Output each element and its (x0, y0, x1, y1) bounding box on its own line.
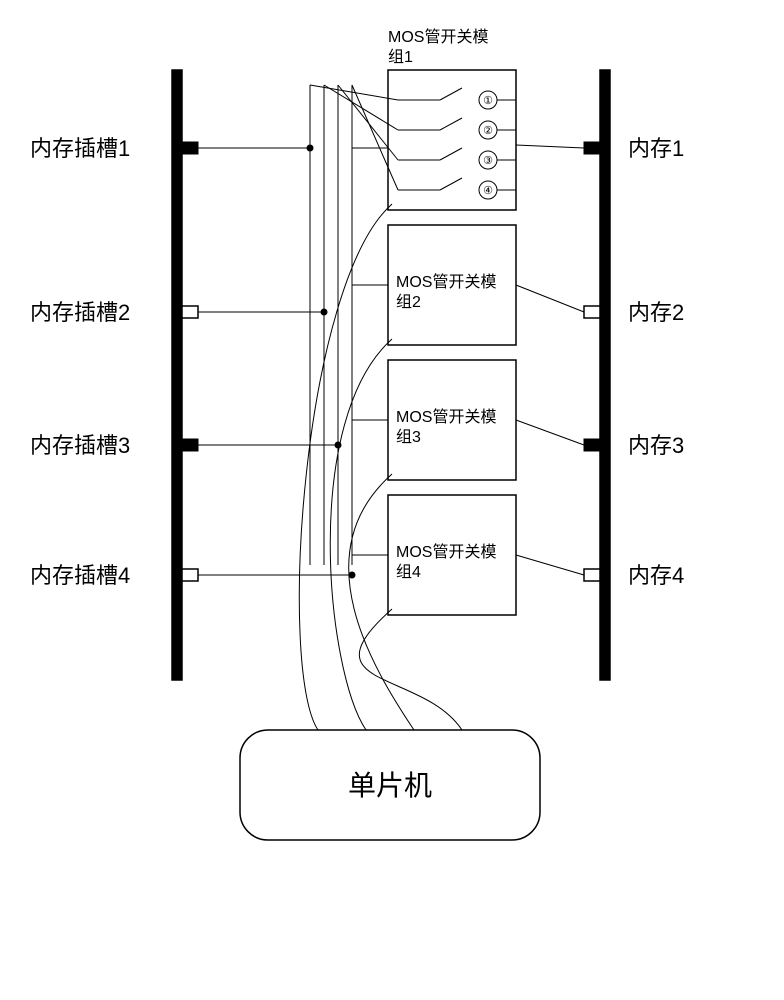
bus-2-to-switch2 (324, 85, 398, 130)
module2-title-line1: MOS管开关模 (396, 273, 496, 291)
bus-1-to-switch1 (310, 85, 398, 100)
switch-3-arm (440, 148, 462, 160)
wire-mod4-to-mem4 (516, 555, 584, 575)
module1-title-line1: MOS管开关模 (388, 28, 488, 46)
switch-3-num: ③ (483, 155, 493, 167)
slot-label-2: 内存插槽2 (30, 300, 130, 325)
module3-title-line2: 组3 (396, 428, 421, 446)
mem-label-3: 内存3 (628, 433, 684, 458)
module1-title-line2: 组1 (388, 48, 413, 66)
slot-connector-left-1 (182, 142, 198, 154)
switch-1-arm (440, 88, 462, 100)
switch-4-arm (440, 178, 462, 190)
ctrl-wire-mod1-to-mcu (299, 204, 392, 730)
wire-mod2-to-mem2 (516, 285, 584, 312)
wire-mod1-to-mem1 (516, 145, 584, 148)
module3-title-line1: MOS管开关模 (396, 408, 496, 426)
ctrl-wire-mod2-to-mcu (330, 339, 392, 730)
slot-connector-left-4 (182, 569, 198, 581)
left-slot-rail (172, 70, 182, 680)
slot-label-1: 内存插槽1 (30, 136, 130, 161)
mem-label-1: 内存1 (628, 136, 684, 161)
switch-2-num: ② (483, 125, 493, 137)
switch-2-arm (440, 118, 462, 130)
module2-title-line2: 组2 (396, 293, 421, 311)
slot-connector-left-2 (182, 306, 198, 318)
junction-slot4 (349, 572, 356, 579)
ctrl-wire-mod3-to-mcu (349, 474, 414, 730)
wire-mod3-to-mem3 (516, 420, 584, 445)
ctrl-wire-mod4-to-mcu (359, 609, 462, 730)
slot-label-4: 内存插槽4 (30, 563, 130, 588)
junction-slot2 (321, 309, 328, 316)
switch-4-num: ④ (483, 185, 493, 197)
slot-connector-right-3 (584, 439, 600, 451)
mem-label-4: 内存4 (628, 563, 684, 588)
junction-slot1 (307, 145, 314, 152)
mem-label-2: 内存2 (628, 300, 684, 325)
switch-1-num: ① (483, 95, 493, 107)
module4-title-line1: MOS管开关模 (396, 543, 496, 561)
slot-connector-left-3 (182, 439, 198, 451)
slot-label-3: 内存插槽3 (30, 433, 130, 458)
right-slot-rail (600, 70, 610, 680)
bus-4-to-switch4 (352, 85, 398, 190)
slot-connector-right-1 (584, 142, 600, 154)
module4-title-line2: 组4 (396, 563, 421, 581)
slot-connector-right-2 (584, 306, 600, 318)
slot-connector-right-4 (584, 569, 600, 581)
mcu-label: 单片机 (348, 770, 432, 801)
